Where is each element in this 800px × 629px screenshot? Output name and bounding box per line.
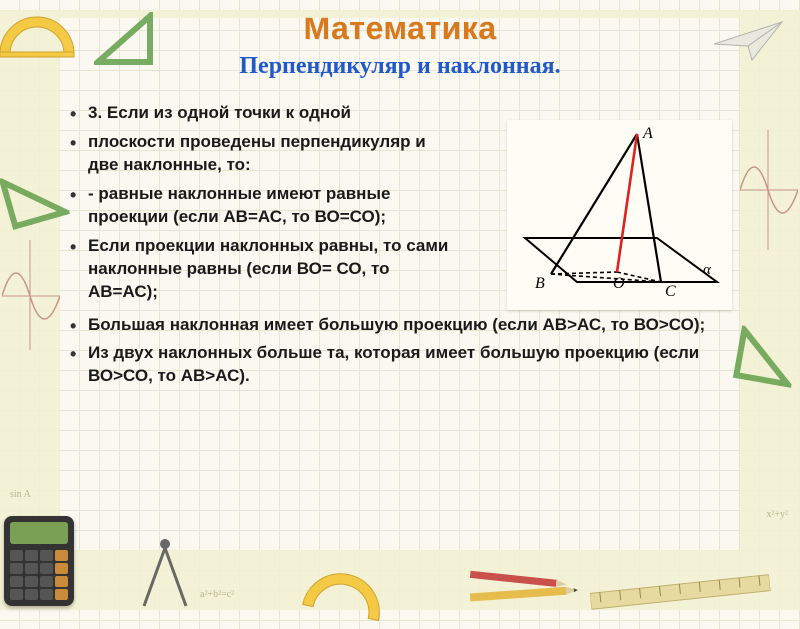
protractor-icon	[295, 555, 395, 628]
calculator-icon	[4, 516, 74, 606]
pencil-icon	[459, 564, 570, 593]
bg-formula: x²+y²	[766, 509, 788, 520]
compass-icon	[130, 534, 200, 614]
geometry-figure: A B C O α	[507, 120, 732, 310]
svg-text:O: O	[613, 275, 625, 292]
bullet-item: плоскости проведены перпендикуляр и две …	[70, 131, 460, 177]
svg-text:α: α	[703, 262, 712, 278]
bullet-item: Из двух наклонных больше та, которая име…	[70, 342, 730, 388]
triangle-ruler-icon	[732, 325, 800, 389]
bullet-item: 3. Если из одной точки к одной	[70, 102, 460, 125]
bullet-item: - равные наклонные имеют равные проекции…	[70, 183, 460, 229]
svg-text:C: C	[665, 283, 676, 300]
graph-deco-icon	[2, 240, 60, 350]
bullet-list-bottom: Большая наклонная имеет большую проекцию…	[70, 314, 730, 389]
bullet-item: Большая наклонная имеет большую проекцию…	[70, 314, 730, 337]
svg-text:B: B	[535, 275, 545, 292]
bg-formula: a²+b²=c²	[200, 589, 234, 600]
bullet-list-top: 3. Если из одной точки к одной плоскости…	[70, 102, 460, 304]
graph-deco-icon	[740, 130, 798, 250]
triangle-ruler-icon	[0, 163, 70, 231]
ruler-icon	[589, 567, 771, 614]
bullet-item: Если проекции наклонных равны, то сами н…	[70, 235, 460, 304]
page-subtitle: Перпендикуляр и наклонная.	[0, 53, 800, 80]
bg-formula: sin A	[10, 489, 31, 500]
page-title: Математика	[0, 10, 800, 47]
pencil-icon	[459, 580, 580, 608]
svg-text:A: A	[642, 125, 653, 142]
